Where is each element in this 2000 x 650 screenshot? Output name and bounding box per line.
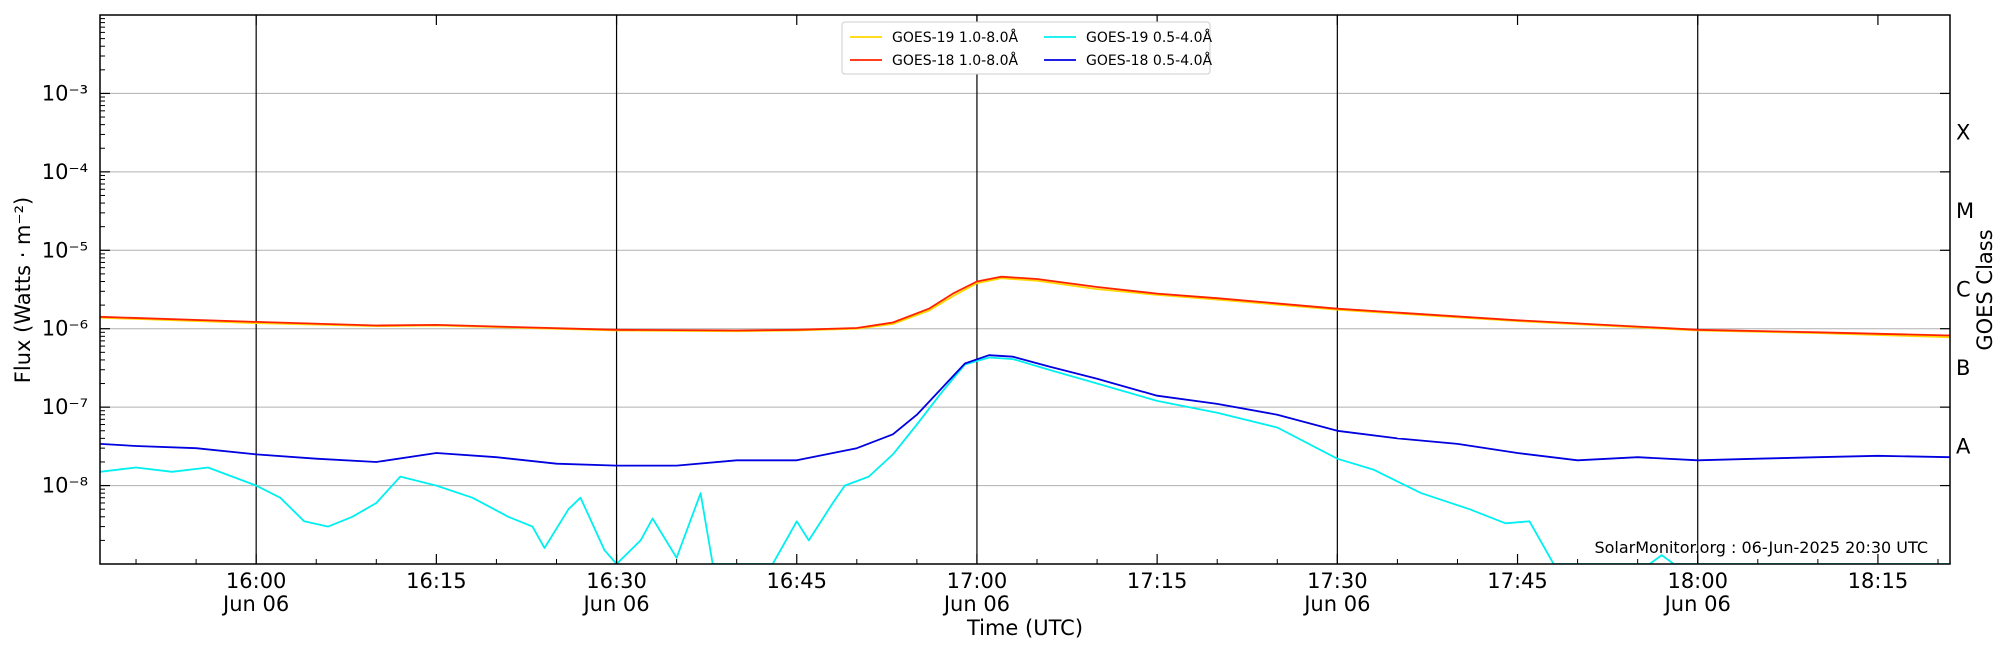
source-annotation: SolarMonitor.org : 06-Jun-2025 20:30 UTC — [1594, 538, 1928, 557]
x-tick-label: 17:45 — [1487, 569, 1548, 593]
x-tick-date-label: Jun 06 — [1302, 592, 1370, 616]
goes-class-label: M — [1956, 199, 1974, 223]
y-axis-label: Flux (Watts · m⁻²) — [11, 197, 35, 383]
y-tick-label: 10⁻⁵ — [42, 238, 88, 262]
legend-entry: GOES-18 0.5-4.0Å — [1086, 52, 1212, 69]
goes-class-label: C — [1956, 278, 1971, 302]
legend-entry: GOES-18 1.0-8.0Å — [892, 52, 1018, 69]
plot-frame — [99, 14, 1951, 565]
grid — [100, 15, 1950, 564]
legend: GOES-19 1.0-8.0Å GOES-18 1.0-8.0Å GOES-19 … — [841, 21, 1212, 75]
x-tick-label: 16:30 — [586, 569, 647, 593]
series-lines — [100, 275, 1950, 564]
goes-class-label: B — [1956, 356, 1970, 380]
legend-entry: GOES-19 1.0-8.0Å — [892, 29, 1018, 46]
x-tick-date-label: Jun 06 — [1663, 592, 1731, 616]
x-tick-label: 16:45 — [766, 569, 827, 593]
series-line — [100, 356, 1950, 564]
legend-box — [841, 21, 1211, 75]
x-tick-label: 17:30 — [1307, 569, 1368, 593]
x-axis-label: Time (UTC) — [966, 616, 1083, 640]
x-tick-label: 18:00 — [1667, 569, 1728, 593]
x-tick-date-label: Jun 06 — [221, 592, 289, 616]
y-tick-label: 10⁻⁸ — [42, 474, 88, 498]
right-axis-label: GOES Class — [1973, 229, 1997, 350]
x-tick-date-label: Jun 06 — [942, 592, 1010, 616]
x-tick-label: 17:15 — [1127, 569, 1188, 593]
y-tick-label: 10⁻⁷ — [42, 395, 88, 419]
y-tick-label: 10⁻⁴ — [42, 160, 88, 184]
x-tick-date-label: Jun 06 — [581, 592, 649, 616]
goes-class-label: X — [1956, 121, 1970, 145]
y-tick-label: 10⁻⁶ — [42, 317, 88, 341]
goes-class-label: A — [1956, 434, 1971, 458]
y-tick-label: 10⁻³ — [42, 81, 88, 105]
x-tick-label: 16:15 — [406, 569, 467, 593]
legend-entry: GOES-19 0.5-4.0Å — [1086, 29, 1212, 46]
x-tick-label: 16:00 — [226, 569, 287, 593]
x-tick-label: 18:15 — [1848, 569, 1909, 593]
series-line — [100, 354, 1950, 467]
x-tick-label: 17:00 — [947, 569, 1008, 593]
series-line — [100, 275, 1950, 337]
